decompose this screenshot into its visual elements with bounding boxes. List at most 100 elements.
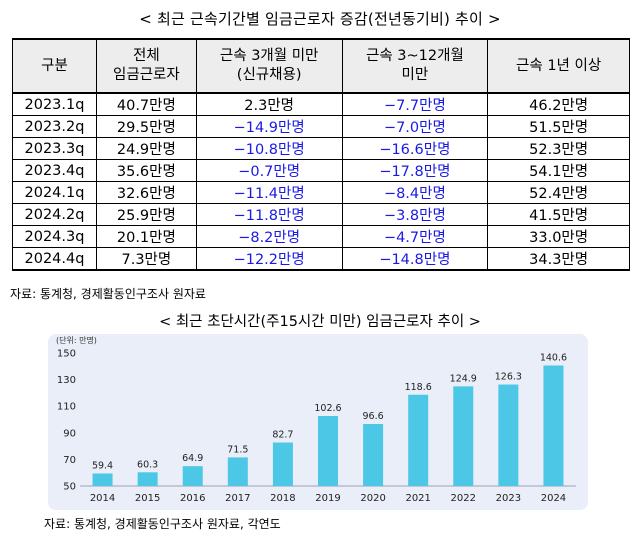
header-over-1y: 근속 1년 이상 bbox=[487, 38, 630, 94]
chart-source-note: 자료: 통계청, 경제활동인구조사 원자료, 각연도 bbox=[44, 517, 281, 531]
table-row: 2023.1q 40.7만명 2.3만명 −7.7만명 46.2만명 bbox=[12, 92, 630, 116]
chart-panel: (단위: 만명) 50 70 90 110 130 150 59.4 2014 60.3 2015 6… bbox=[48, 334, 588, 510]
bar-value-label: 124.9 bbox=[450, 373, 477, 384]
chart-unit-label: (단위: 만명) bbox=[56, 335, 97, 345]
table-source-note: 자료: 통계청, 경제활동인구조사 원자료 bbox=[10, 287, 206, 301]
cell-3to12m: −16.6만명 bbox=[341, 137, 489, 160]
table-row: 2023.3q 24.9만명 −10.8만명 −16.6만명 52.3만명 bbox=[12, 137, 630, 160]
x-tick-label: 2015 bbox=[135, 493, 160, 504]
table-title: < 최근 근속기간별 임금근로자 증감(전년동기비) 추이 > bbox=[139, 10, 501, 28]
x-tick-label: 2014 bbox=[90, 493, 115, 504]
bar-value-label: 126.3 bbox=[495, 372, 522, 383]
cell-3to12m: −7.0만명 bbox=[341, 115, 489, 138]
cell-over-1y: 52.3만명 bbox=[487, 137, 630, 160]
bar-value-label: 140.6 bbox=[540, 353, 567, 364]
cell-total: 25.9만명 bbox=[95, 203, 197, 226]
table-row: 2024.4q 7.3만명 −12.2만명 −14.8만명 34.3만명 bbox=[12, 247, 630, 271]
cell-over-1y: 34.3만명 bbox=[487, 247, 630, 271]
cell-total: 7.3만명 bbox=[95, 247, 197, 271]
tenure-table: 구분 전체 임금근로자 근속 3개월 미만 (신규채용) 근속 3~12개월 미… bbox=[12, 38, 630, 271]
table-row: 2024.1q 32.6만명 −11.4만명 −8.4만명 52.4만명 bbox=[12, 181, 630, 204]
cell-over-1y: 41.5만명 bbox=[487, 203, 630, 226]
cell-period: 2024.3q bbox=[12, 225, 97, 248]
bar-value-label: 64.9 bbox=[182, 453, 203, 464]
cell-over-1y: 54.1만명 bbox=[487, 159, 630, 182]
bar-value-label: 82.7 bbox=[272, 430, 293, 441]
bar bbox=[498, 384, 519, 486]
cell-3to12m: −17.8만명 bbox=[341, 159, 489, 182]
cell-under-3m: −12.2만명 bbox=[195, 247, 343, 271]
bar bbox=[182, 466, 203, 486]
x-tick-label: 2016 bbox=[180, 493, 205, 504]
y-tick-label: 150 bbox=[57, 349, 76, 360]
cell-total: 24.9만명 bbox=[95, 137, 197, 160]
header-under-3m: 근속 3개월 미만 (신규채용) bbox=[195, 38, 343, 94]
header-3to12m: 근속 3~12개월 미만 bbox=[341, 38, 489, 94]
chart-title: < 최근 초단시간(주15시간 미만) 임금근로자 추이 > bbox=[159, 314, 481, 330]
cell-total: 40.7만명 bbox=[95, 92, 197, 116]
x-tick-label: 2024 bbox=[541, 493, 566, 504]
bar-value-label: 118.6 bbox=[405, 382, 432, 393]
cell-total: 35.6만명 bbox=[95, 159, 197, 182]
cell-over-1y: 33.0만명 bbox=[487, 225, 630, 248]
cell-under-3m: −14.9만명 bbox=[195, 115, 343, 138]
bar-value-label: 102.6 bbox=[314, 403, 341, 414]
cell-total: 20.1만명 bbox=[95, 225, 197, 248]
bar-value-label: 60.3 bbox=[137, 459, 158, 470]
bar bbox=[363, 424, 384, 486]
x-tick-label: 2017 bbox=[225, 493, 250, 504]
cell-under-3m: 2.3만명 bbox=[195, 92, 343, 116]
cell-period: 2024.1q bbox=[12, 181, 97, 204]
y-tick-label: 110 bbox=[57, 402, 76, 413]
bar bbox=[92, 473, 113, 486]
cell-period: 2023.1q bbox=[12, 92, 97, 116]
bar bbox=[408, 394, 429, 486]
x-tick-label: 2023 bbox=[496, 493, 521, 504]
y-tick-label: 70 bbox=[63, 455, 76, 466]
bar bbox=[227, 457, 248, 486]
cell-over-1y: 46.2만명 bbox=[487, 92, 630, 116]
cell-period: 2023.2q bbox=[12, 115, 97, 138]
bar-chart: (단위: 만명) 50 70 90 110 130 150 59.4 2014 60.3 2015 6… bbox=[56, 335, 576, 504]
cell-3to12m: −7.7만명 bbox=[341, 92, 489, 116]
y-tick-label: 50 bbox=[63, 482, 76, 493]
x-tick-label: 2022 bbox=[451, 493, 476, 504]
bar-value-label: 96.6 bbox=[363, 411, 384, 422]
cell-under-3m: −11.4만명 bbox=[195, 181, 343, 204]
table-row: 2024.3q 20.1만명 −8.2만명 −4.7만명 33.0만명 bbox=[12, 225, 630, 248]
bar bbox=[272, 442, 293, 486]
cell-over-1y: 52.4만명 bbox=[487, 181, 630, 204]
bar bbox=[453, 386, 474, 486]
cell-3to12m: −14.8만명 bbox=[341, 247, 489, 271]
cell-over-1y: 51.5만명 bbox=[487, 115, 630, 138]
cell-under-3m: −11.8만명 bbox=[195, 203, 343, 226]
table-row: 2023.2q 29.5만명 −14.9만명 −7.0만명 51.5만명 bbox=[12, 115, 630, 138]
bar bbox=[318, 416, 338, 486]
x-tick-label: 2019 bbox=[315, 493, 340, 504]
bar bbox=[137, 472, 158, 486]
cell-under-3m: −10.8만명 bbox=[195, 137, 343, 160]
x-tick-label: 2021 bbox=[405, 493, 430, 504]
x-tick-label: 2018 bbox=[270, 493, 295, 504]
x-tick-label: 2020 bbox=[360, 493, 385, 504]
cell-3to12m: −4.7만명 bbox=[341, 225, 489, 248]
header-total: 전체 임금근로자 bbox=[95, 38, 197, 94]
cell-under-3m: −8.2만명 bbox=[195, 225, 343, 248]
cell-total: 29.5만명 bbox=[95, 115, 197, 138]
cell-period: 2024.4q bbox=[12, 247, 97, 271]
table-header-row: 구분 전체 임금근로자 근속 3개월 미만 (신규채용) 근속 3~12개월 미… bbox=[12, 38, 630, 94]
bar bbox=[543, 365, 564, 486]
header-category: 구분 bbox=[12, 38, 97, 94]
cell-total: 32.6만명 bbox=[95, 181, 197, 204]
bar-value-label: 71.5 bbox=[227, 444, 248, 455]
cell-period: 2023.3q bbox=[12, 137, 97, 160]
cell-3to12m: −3.8만명 bbox=[341, 203, 489, 226]
table-row: 2023.4q 35.6만명 −0.7만명 −17.8만명 54.1만명 bbox=[12, 159, 630, 182]
y-tick-label: 130 bbox=[57, 375, 76, 386]
cell-3to12m: −8.4만명 bbox=[341, 181, 489, 204]
y-tick-label: 90 bbox=[63, 428, 76, 439]
cell-period: 2023.4q bbox=[12, 159, 97, 182]
table-row: 2024.2q 25.9만명 −11.8만명 −3.8만명 41.5만명 bbox=[12, 203, 630, 226]
bar-value-label: 59.4 bbox=[92, 460, 113, 471]
cell-period: 2024.2q bbox=[12, 203, 97, 226]
